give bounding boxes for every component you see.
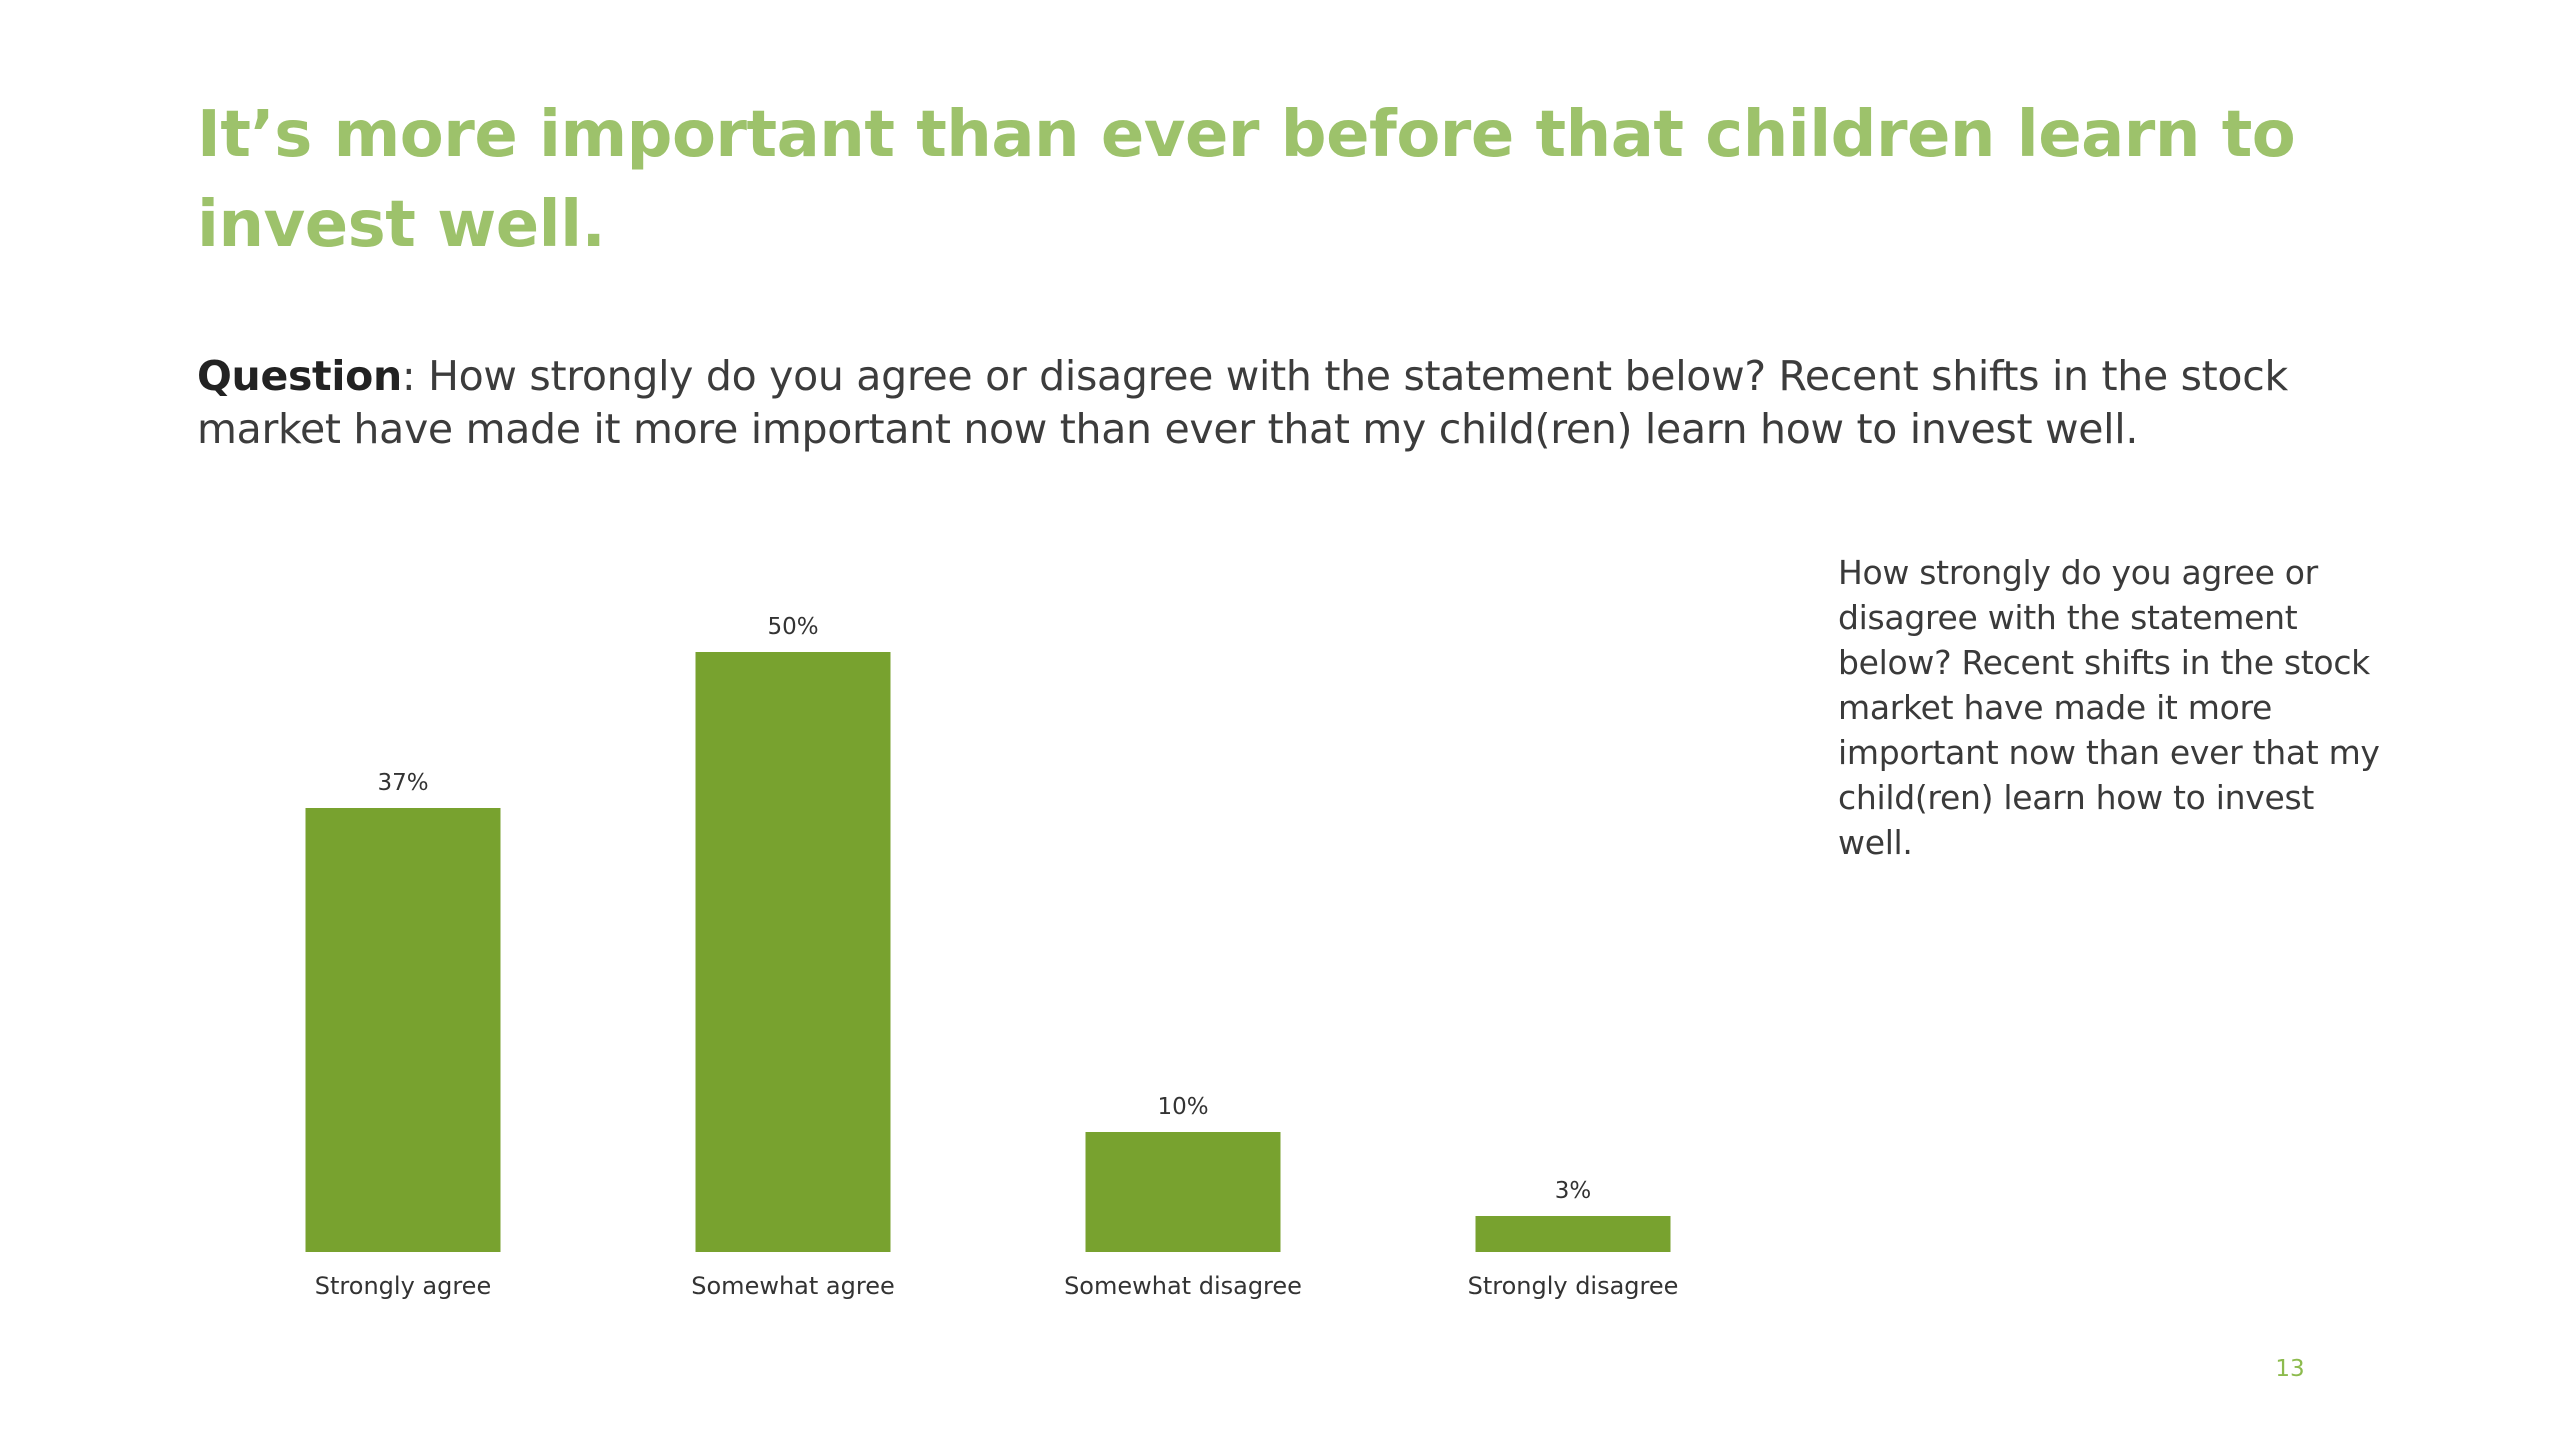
bar-somewhat-disagree [1085,1132,1281,1252]
category-label: Somewhat agree [691,1272,894,1300]
category-label: Strongly agree [315,1272,491,1300]
page-number: 13 [2275,1356,2305,1382]
data-label: 3% [1555,1178,1592,1204]
bar-chart-svg: 37% Strongly agree 50% Somewhat agree 10% Som… [305,614,1679,1300]
side-note: How strongly do you agree or disagree wi… [1838,553,2380,862]
data-label: 37% [377,770,428,796]
category-label: Strongly disagree [1468,1272,1679,1300]
bar-strongly-disagree [1475,1216,1671,1252]
bar-strongly-agree [305,808,501,1252]
slide-title: It’s more important than ever before tha… [197,98,2296,262]
data-label: 10% [1157,1094,1208,1120]
category-label: Somewhat disagree [1064,1272,1302,1300]
question-text: Question: How strongly do you agree or d… [197,350,2397,456]
data-label: 50% [767,614,818,640]
bar-chart: 37% Strongly agree 50% Somewhat agree 10% Som… [250,560,1750,1320]
bar-somewhat-agree [695,652,891,1252]
question-body: : How strongly do you agree or disagree … [197,352,2288,453]
question-label: Question [197,352,402,400]
